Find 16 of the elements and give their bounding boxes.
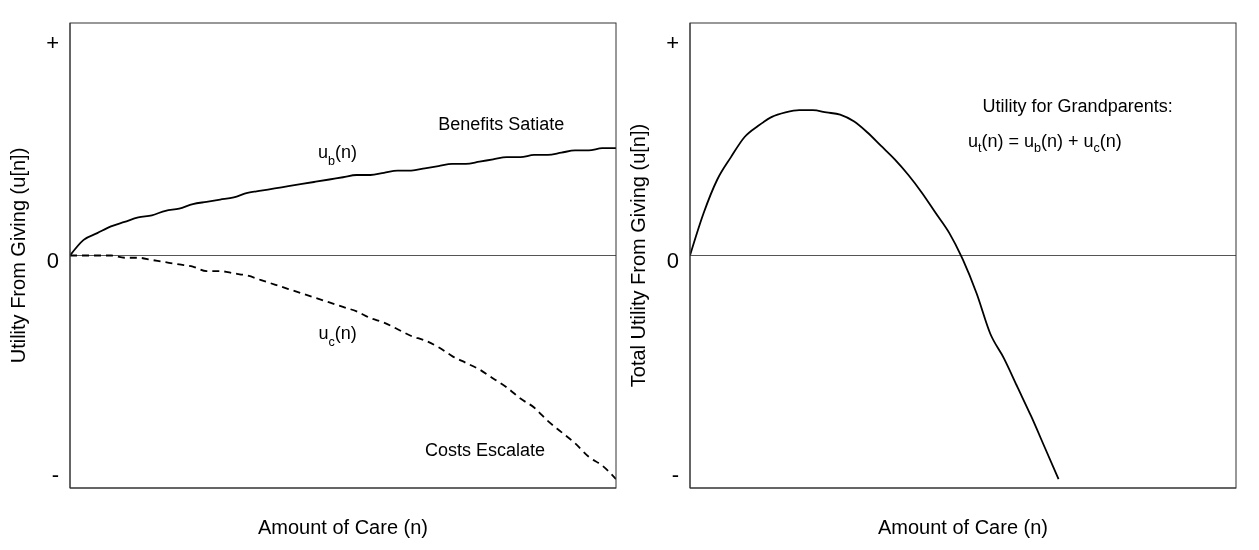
series-label: u$_{b}$(n) — [318, 141, 358, 168]
text: - — [51, 462, 60, 488]
annotation: Utility for Grandparents: — [982, 95, 1173, 116]
y-axis-title: Utility From Giving (u[n]) — [7, 147, 30, 364]
y-axis-title: Total Utility From Giving (u[n]) — [627, 123, 650, 388]
annotation: Costs Escalate — [424, 439, 545, 460]
x-axis-title: Amount of Care (n) — [877, 516, 1049, 538]
text: - — [671, 462, 680, 488]
text: + — [46, 29, 60, 55]
x-axis-title: Amount of Care (n) — [257, 516, 429, 538]
annotation: u$_{t}$(n) = u$_{b}$(n) + u$_{c}$(n) — [967, 130, 1122, 155]
text: 0 — [666, 248, 680, 274]
text: 0 — [46, 248, 60, 274]
text: Benefits Satiate — [438, 114, 565, 135]
text: + — [666, 29, 680, 55]
series-label: u$_{c}$(n) — [318, 323, 357, 350]
